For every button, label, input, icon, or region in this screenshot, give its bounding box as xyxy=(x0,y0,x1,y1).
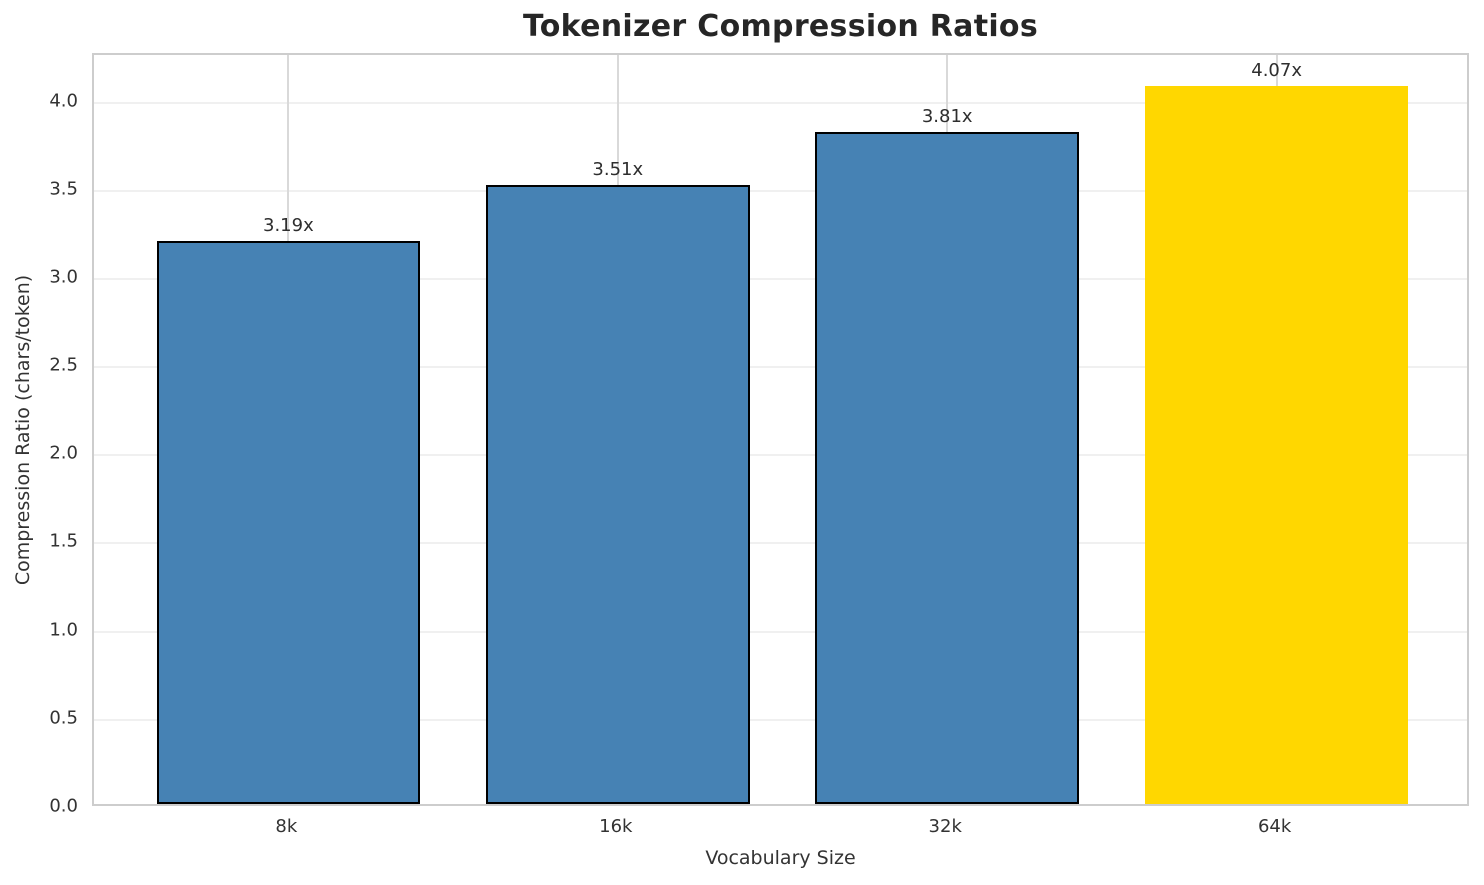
y-tick-label: 3.0 xyxy=(49,266,78,288)
x-tick-label: 32k xyxy=(928,816,962,837)
bar-value-label: 3.81x xyxy=(921,106,973,128)
h-gridline xyxy=(94,542,1467,545)
bar-value-label: 3.51x xyxy=(592,159,644,181)
h-gridline xyxy=(94,189,1467,192)
y-tick-label: 2.5 xyxy=(49,354,78,376)
bar-value-label: 3.19x xyxy=(262,215,314,237)
bar xyxy=(156,241,421,804)
y-tick-label: 1.0 xyxy=(49,619,78,641)
h-gridline xyxy=(94,366,1467,369)
y-tick-label: 3.5 xyxy=(49,178,78,200)
y-tick-label: 0.0 xyxy=(49,795,78,817)
chart-title: Tokenizer Compression Ratios xyxy=(522,9,1039,44)
bar-value-label: 4.07x xyxy=(1251,60,1302,82)
y-axis-label: Compression Ratio (chars/token) xyxy=(12,274,34,586)
x-axis-label: Vocabulary Size xyxy=(705,847,856,869)
bars-layer: 3.19x 3.51x 3.81x 4.07x xyxy=(94,55,1467,804)
plot-area: 3.19x 3.51x 3.81x 4.07x xyxy=(92,53,1469,806)
bar xyxy=(486,185,750,804)
x-tick-label: 16k xyxy=(599,816,633,837)
x-tick-label: 8k xyxy=(275,816,298,837)
bar xyxy=(815,132,1079,804)
h-gridline xyxy=(94,454,1467,457)
y-tick-label: 4.0 xyxy=(49,90,78,112)
h-gridline xyxy=(94,277,1467,280)
y-tick-label: 2.0 xyxy=(49,442,78,464)
x-tick-label: 64k xyxy=(1257,816,1292,837)
h-gridline xyxy=(94,630,1467,633)
y-tick-label: 1.5 xyxy=(49,530,78,552)
bar xyxy=(1144,86,1409,804)
h-gridline xyxy=(94,718,1467,721)
h-gridline xyxy=(94,101,1467,104)
y-tick-label: 0.5 xyxy=(49,707,78,729)
